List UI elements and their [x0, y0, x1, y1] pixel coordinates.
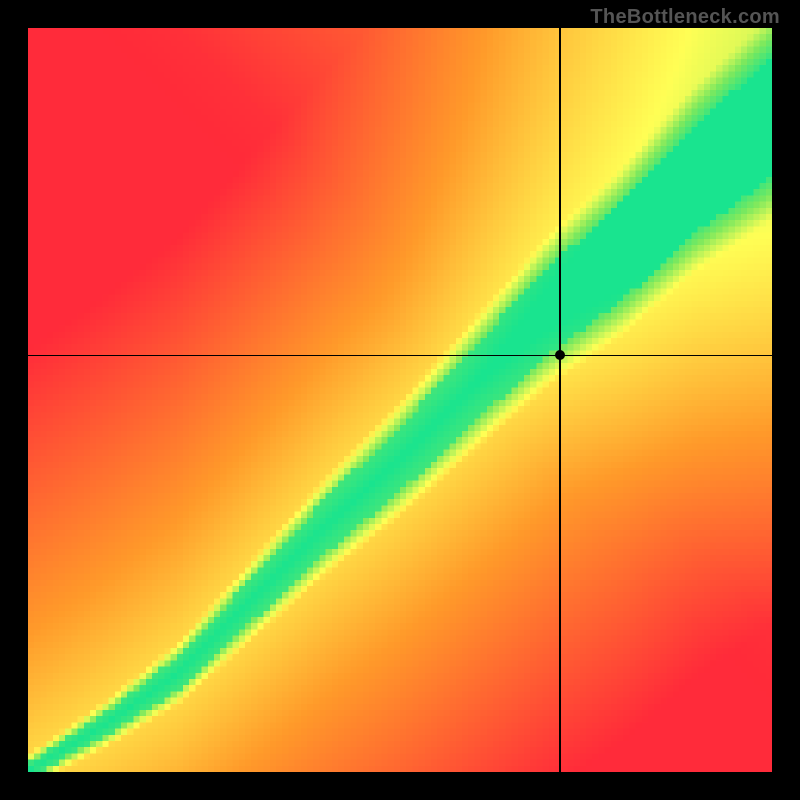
heatmap-canvas: [28, 28, 772, 772]
crosshair-vertical: [559, 28, 561, 772]
plot-area: [28, 28, 772, 772]
chart-container: TheBottleneck.com: [0, 0, 800, 800]
crosshair-horizontal: [28, 355, 772, 357]
watermark-text: TheBottleneck.com: [590, 6, 780, 29]
marker-dot: [555, 350, 565, 360]
